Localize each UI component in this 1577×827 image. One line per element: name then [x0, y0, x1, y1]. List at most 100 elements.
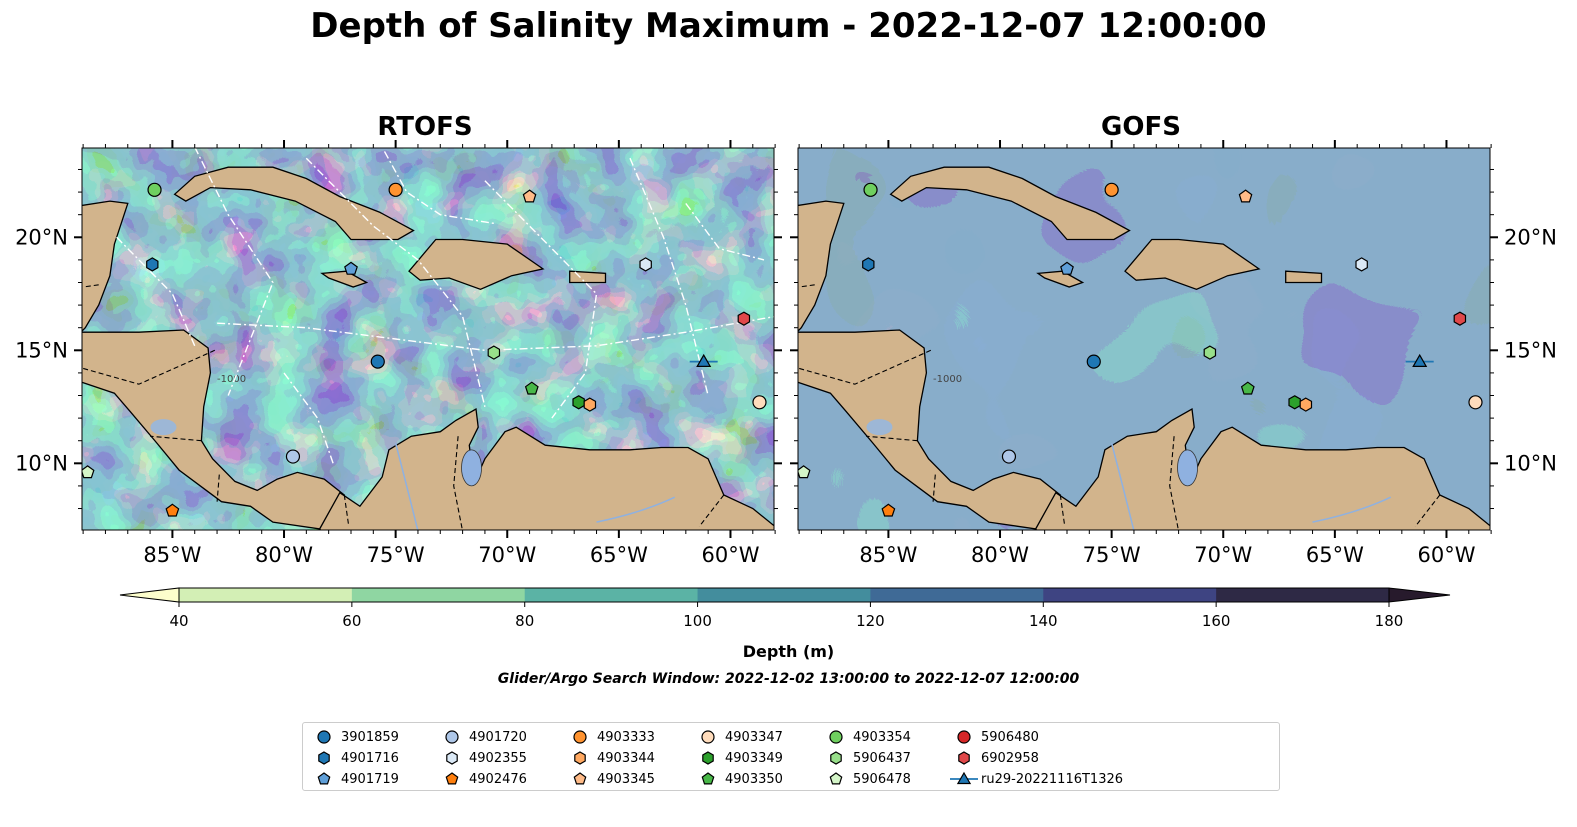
country-border — [82, 284, 725, 530]
legend-marker-icon — [701, 730, 715, 744]
colorbar-bin — [524, 588, 699, 602]
lon-tick-label: 60°W — [1417, 543, 1475, 567]
gofs-map: -1000 — [798, 148, 1490, 530]
legend-item: 4903354 — [821, 727, 911, 747]
panel-title-rtofs: RTOFS — [377, 112, 473, 142]
colorbar-tick-label: 80 — [515, 612, 534, 630]
legend-label: 4903354 — [853, 729, 911, 745]
colorbar-tick-label: 120 — [856, 612, 885, 630]
float-marker — [146, 257, 159, 272]
legend-item: 4903349 — [693, 748, 783, 768]
legend-item: 4901719 — [309, 769, 399, 789]
legend-marker — [830, 751, 842, 765]
river — [1312, 496, 1392, 523]
lon-tick-label: 75°W — [1083, 543, 1141, 567]
float-marker — [639, 257, 652, 272]
legend-item: 4903333 — [565, 727, 655, 747]
map-axes: 85°W 80°W 75°W 70°W 65°W 60°W 20°N 15°N 10°N 85°W… — [15, 140, 1557, 567]
eez-boundary — [629, 157, 709, 396]
float-marker — [572, 395, 585, 410]
legend-marker — [318, 751, 330, 765]
legend-marker — [701, 772, 715, 785]
lake-nicaragua — [866, 419, 893, 436]
colorbar: 40 60 80 100 120 140 160 180 — [119, 587, 1451, 630]
legend-item: 6902958 — [949, 748, 1039, 768]
panel-title-gofs: GOFS — [1101, 112, 1181, 142]
legend-marker-icon — [445, 772, 459, 785]
float-marker — [1355, 257, 1368, 272]
map-frame — [81, 147, 775, 531]
legend-item: ru29-20221116T1326 — [949, 769, 1123, 789]
legend-marker-icon — [317, 730, 331, 744]
legend-marker-icon — [574, 751, 586, 765]
legend-item: 4903344 — [565, 748, 655, 768]
float-marker — [881, 503, 896, 517]
legend-label: 4902355 — [469, 750, 527, 766]
float-marker — [1060, 261, 1074, 275]
float-marker — [863, 182, 878, 197]
land-puertorico — [1285, 270, 1323, 284]
legend-label: 4903333 — [597, 729, 655, 745]
lon-tick-label: 85°W — [859, 543, 917, 567]
colorbar-bin — [179, 588, 353, 602]
lon-tick-label: 80°W — [255, 543, 313, 567]
lat-tick-label: 10°N — [15, 451, 68, 475]
legend-marker-icon — [445, 730, 459, 744]
float-marker — [1468, 395, 1483, 410]
legend-marker — [573, 772, 587, 785]
float-marker — [1299, 397, 1313, 412]
legend-marker — [956, 771, 972, 785]
float-marker — [737, 311, 751, 326]
eez-boundary — [484, 180, 598, 419]
land-jamaica — [1036, 270, 1085, 288]
legend-label: 4903345 — [597, 771, 655, 787]
legend-marker — [958, 751, 970, 765]
legend-item: 3901859 — [309, 727, 399, 747]
lat-tick-label: 20°N — [1504, 225, 1557, 249]
lon-tick-label: 85°W — [143, 543, 201, 567]
country-border — [798, 284, 1441, 530]
figure-title: Depth of Salinity Maximum - 2022-12-07 1… — [310, 6, 1267, 46]
legend-marker-icon — [701, 772, 715, 785]
legend-item: 4902476 — [437, 769, 527, 789]
rtofs-map: -1000 — [82, 148, 774, 530]
colorbar-bin — [351, 588, 526, 602]
search-window-text: Glider/Argo Search Window: 2022-12-02 13… — [497, 671, 1080, 687]
map-frame — [797, 147, 1491, 531]
land-cuba — [173, 166, 415, 241]
float-marker — [524, 381, 539, 395]
legend-item: 4901720 — [437, 727, 527, 747]
colorbar-tick-label: 60 — [342, 612, 361, 630]
eez-boundary — [383, 151, 497, 225]
legend-marker — [829, 730, 843, 744]
legend-item: 4901716 — [309, 748, 399, 768]
colorbar-tick-label: 160 — [1202, 612, 1231, 630]
contour-label: -1000 — [217, 374, 246, 385]
lon-tick-label: 60°W — [701, 543, 759, 567]
land-hispaniola — [1124, 238, 1261, 290]
legend-marker-icon — [950, 771, 978, 785]
legend-marker — [957, 730, 971, 744]
float-marker — [1238, 189, 1253, 203]
legend-label: 4903344 — [597, 750, 655, 766]
colorbar-tick-label: 140 — [1029, 612, 1058, 630]
colorbar-frame — [178, 587, 1390, 603]
legend-label: 4903347 — [725, 729, 783, 745]
float-marker — [1453, 311, 1467, 326]
legend-item: 4903345 — [565, 769, 655, 789]
eez-boundary — [116, 236, 196, 347]
legend-item: 5906480 — [949, 727, 1039, 747]
lake-nicaragua — [150, 419, 177, 436]
eez-boundary — [305, 157, 486, 407]
legend-label: 4901716 — [341, 750, 399, 766]
land-cuba — [889, 166, 1131, 241]
legend-marker — [573, 730, 587, 744]
lon-tick-label: 65°W — [590, 543, 648, 567]
float-marker — [583, 397, 597, 412]
legend-label: 5906480 — [981, 729, 1039, 745]
colorbar-tick-label: 40 — [169, 612, 188, 630]
land-hispaniola — [408, 238, 545, 290]
legend-label: 5906437 — [853, 750, 911, 766]
legend-label: 4901720 — [469, 729, 527, 745]
float-marker — [1001, 449, 1017, 464]
